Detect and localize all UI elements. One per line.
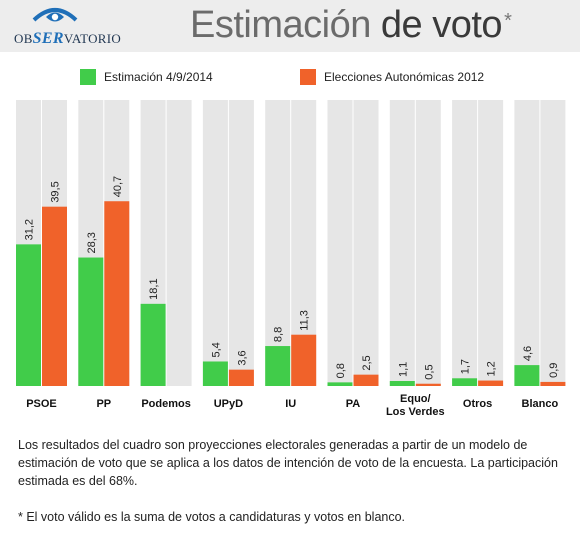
- category-label-4: UPyD: [214, 398, 243, 410]
- legend-item-series-1: Estimación 4/9/2014: [80, 66, 213, 88]
- logo: OBSERVATORIO: [14, 6, 134, 50]
- value-label-4-series-1: 5,4: [210, 342, 222, 357]
- value-label-6-series-1: 0,8: [335, 363, 347, 378]
- legend-label-series-2: Elecciones Autonómicas 2012: [324, 70, 485, 84]
- value-label-8-series-1: 1,7: [460, 359, 472, 374]
- value-label-2-series-2: 40,7: [112, 176, 124, 197]
- bar-5-series-1: [265, 346, 291, 386]
- bar-3-series-1: [140, 303, 166, 386]
- bar-1-series-1: [16, 244, 41, 386]
- bar-9-series-2: [540, 381, 566, 386]
- bar-8-series-2: [478, 380, 504, 386]
- category-label-6: PA: [346, 398, 361, 410]
- title-light: Estimación: [190, 4, 371, 46]
- bar-6-series-2: [353, 374, 379, 386]
- value-label-7-series-2: 0,5: [423, 364, 435, 379]
- value-label-6-series-2: 2,5: [361, 355, 373, 370]
- column-bg-5-1: [265, 100, 291, 386]
- bar-4-series-2: [228, 369, 254, 386]
- logo-text-b: SER: [32, 30, 64, 47]
- bar-5-series-2: [291, 334, 317, 386]
- value-label-5-series-1: 8,8: [273, 327, 285, 342]
- legend-item-series-2: Elecciones Autonómicas 2012: [300, 66, 484, 88]
- bar-6-series-1: [327, 382, 353, 386]
- category-label-9: Blanco: [522, 398, 559, 410]
- category-label-5: IU: [285, 398, 296, 410]
- value-label-1-series-1: 31,2: [24, 219, 36, 240]
- footnote-note: * El voto válido es la suma de votos a c…: [18, 510, 406, 524]
- column-bg-4-1: [202, 100, 228, 386]
- logo-text: OBSERVATORIO: [14, 30, 121, 48]
- footnote-main: Los resultados del cuadro son proyeccion…: [18, 438, 558, 488]
- title-bold: de voto: [380, 4, 503, 46]
- logo-text-a: OB: [14, 31, 33, 46]
- category-label-2: PP: [96, 398, 111, 410]
- legend: Estimación 4/9/2014 Elecciones Autonómic…: [0, 66, 580, 88]
- value-label-5-series-2: 11,3: [299, 310, 311, 331]
- column-bg-9-2: [540, 100, 566, 386]
- bar-7-series-2: [415, 383, 441, 386]
- bar-7-series-1: [389, 381, 415, 386]
- category-label-7-line-1: Equo/: [400, 393, 431, 405]
- category-label-3: Podemos: [141, 398, 191, 410]
- value-label-9-series-1: 4,6: [522, 346, 534, 361]
- column-bg-6-1: [327, 100, 353, 386]
- bar-2-series-2: [104, 201, 130, 386]
- column-bg-8-2: [478, 100, 504, 386]
- value-label-2-series-1: 28,3: [86, 232, 98, 253]
- bar-8-series-1: [452, 378, 478, 386]
- column-bg-9-1: [514, 100, 540, 386]
- legend-swatch-series-2: [300, 69, 316, 85]
- bar-4-series-1: [202, 361, 228, 386]
- bar-2-series-1: [78, 257, 104, 386]
- value-label-1-series-2: 39,5: [50, 181, 62, 202]
- column-bg-6-2: [353, 100, 379, 386]
- category-label-8: Otros: [463, 398, 492, 410]
- eye-icon: [32, 8, 78, 22]
- bar-1-series-2: [42, 206, 67, 386]
- column-bg-7-1: [389, 100, 415, 386]
- value-label-9-series-2: 0,9: [548, 363, 560, 378]
- column-bg-7-2: [415, 100, 441, 386]
- logo-text-c: VATORIO: [63, 31, 122, 46]
- header: OBSERVATORIO Estimación de voto *: [0, 0, 580, 52]
- page-title: Estimación de voto *: [190, 4, 512, 47]
- category-label-7-line-2: Los Verdes: [386, 406, 445, 418]
- legend-label-series-1: Estimación 4/9/2014: [104, 70, 213, 84]
- value-label-7-series-1: 1,1: [397, 362, 409, 377]
- value-label-3-series-1: 18,1: [148, 278, 160, 299]
- value-label-8-series-2: 1,2: [486, 361, 498, 376]
- bar-chart: 31,2 39,5 PSOE 28,3 40,7 PP 18,1 Podemos 5,4 3,6 U…: [16, 100, 566, 418]
- legend-swatch-series-1: [80, 69, 96, 85]
- category-label-1: PSOE: [26, 398, 57, 410]
- title-asterisk: *: [504, 10, 512, 32]
- column-bg-4-2: [228, 100, 254, 386]
- column-bg-3-2: [166, 100, 192, 386]
- column-bg-8-1: [452, 100, 478, 386]
- value-label-4-series-2: 3,6: [236, 350, 248, 365]
- bar-9-series-1: [514, 365, 540, 386]
